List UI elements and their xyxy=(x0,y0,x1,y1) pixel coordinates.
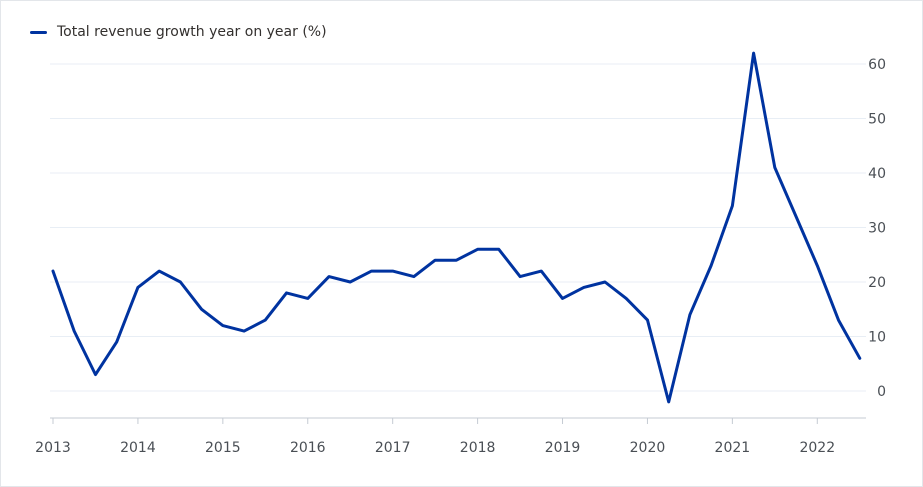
x-tick-label: 2020 xyxy=(630,440,666,456)
y-tick-label: 10 xyxy=(868,330,886,346)
y-tick-label: 0 xyxy=(877,384,886,400)
x-tick-label: 2021 xyxy=(715,440,751,456)
x-tick-label: 2016 xyxy=(290,440,326,456)
x-tick-label: 2019 xyxy=(545,440,581,456)
x-tick-label: 2018 xyxy=(460,440,496,456)
x-tick-label: 2014 xyxy=(120,440,156,456)
x-tick-label: 2017 xyxy=(375,440,411,456)
x-tick-label: 2013 xyxy=(35,440,71,456)
legend-swatch xyxy=(30,30,47,34)
y-tick-label: 30 xyxy=(868,221,886,237)
x-tick-label: 2022 xyxy=(799,440,835,456)
y-tick-label: 40 xyxy=(868,166,886,182)
y-tick-label: 50 xyxy=(868,112,886,128)
x-tick-label: 2015 xyxy=(205,440,241,456)
legend: Total revenue growth year on year (%) xyxy=(30,24,327,40)
series-line xyxy=(51,51,862,404)
y-tick-label: 20 xyxy=(868,275,886,291)
y-tick-label: 60 xyxy=(868,57,886,73)
legend-label: Total revenue growth year on year (%) xyxy=(57,24,327,40)
